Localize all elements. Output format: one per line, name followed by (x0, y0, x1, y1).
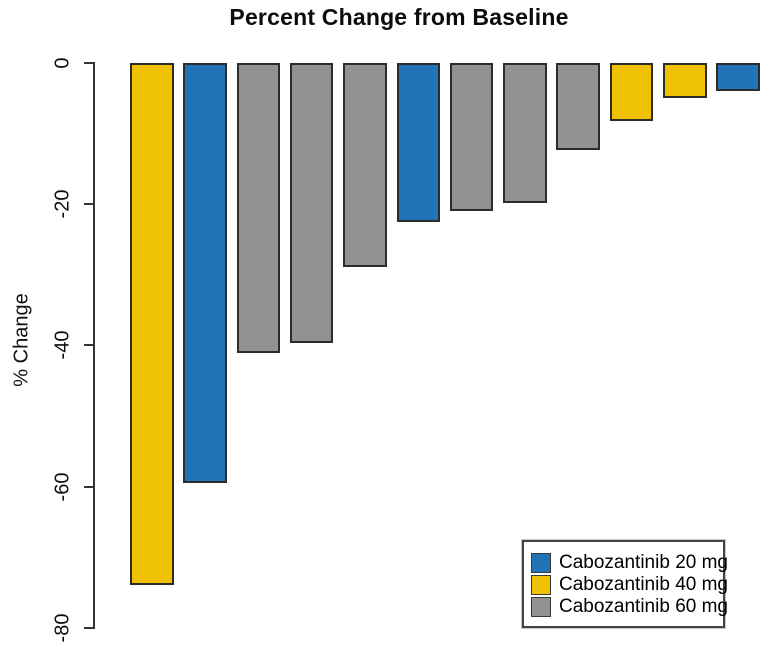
legend: Cabozantinib 20 mg Cabozantinib 40 mg Ca… (522, 540, 728, 628)
bar-10 (609, 62, 654, 121)
bar-12 (716, 62, 760, 92)
bar-2 (183, 62, 227, 484)
y-tick-label: -40 (51, 330, 74, 360)
bar-11 (663, 62, 707, 99)
bar-6 (396, 62, 440, 222)
legend-swatch-60mg (531, 597, 551, 617)
chart-title: Percent Change from Baseline (229, 4, 569, 30)
bar-8 (503, 62, 547, 203)
bar-9 (556, 62, 600, 150)
bar-4 (289, 62, 334, 343)
legend-label: Cabozantinib 60 mg (559, 596, 728, 617)
y-axis-line (93, 62, 95, 629)
y-tick-label: -60 (51, 472, 74, 502)
y-tick-label: -20 (51, 189, 74, 219)
legend-item: Cabozantinib 60 mg (531, 597, 728, 617)
bar-1 (130, 62, 174, 585)
legend-label: Cabozantinib 40 mg (559, 574, 728, 595)
y-tick (84, 626, 94, 629)
y-tick-label: 0 (51, 57, 74, 69)
y-tick (84, 62, 94, 64)
y-tick (84, 485, 94, 488)
bar-3 (236, 62, 281, 353)
legend-item: Cabozantinib 40 mg (531, 575, 728, 595)
legend-label: Cabozantinib 20 mg (559, 552, 728, 573)
bar-5 (343, 62, 387, 268)
legend-swatch-20mg (531, 553, 551, 573)
legend-swatch-40mg (531, 575, 551, 595)
y-tick (84, 344, 94, 347)
y-axis-label: % Change (10, 293, 33, 387)
y-tick (84, 203, 94, 206)
bar-7 (449, 62, 494, 212)
legend-item: Cabozantinib 20 mg (531, 553, 728, 573)
y-tick-label: -80 (51, 613, 74, 643)
